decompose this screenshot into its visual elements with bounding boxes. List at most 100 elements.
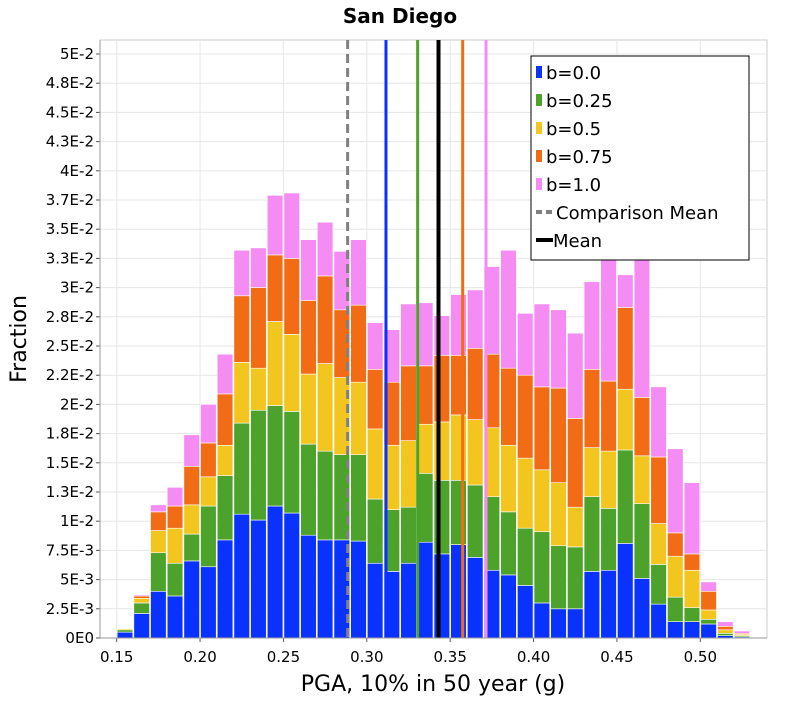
bar-segment bbox=[350, 454, 367, 542]
bar-segment bbox=[366, 562, 384, 639]
bar-segment bbox=[583, 369, 601, 448]
bar-segment bbox=[266, 195, 284, 256]
bar-segment bbox=[650, 523, 667, 565]
bar-segment bbox=[316, 539, 334, 639]
legend-label: b=1.0 bbox=[546, 175, 601, 196]
x-tick-label: 0.25 bbox=[267, 648, 300, 666]
bar-segment bbox=[600, 450, 617, 509]
y-tick-label: 1.5E-2 bbox=[46, 454, 94, 472]
bar-segment bbox=[300, 534, 317, 639]
legend-label: b=0.0 bbox=[546, 63, 601, 84]
y-tick-label: 3E-2 bbox=[60, 279, 94, 297]
y-tick-label: 2.2E-2 bbox=[46, 366, 94, 384]
y-tick-label: 4E-2 bbox=[60, 162, 94, 180]
bar-segment bbox=[433, 315, 450, 356]
bar-segment bbox=[183, 434, 200, 467]
bar-segment bbox=[500, 249, 517, 369]
bar-segment bbox=[216, 539, 234, 639]
bar-segment bbox=[200, 566, 217, 639]
bar-segment bbox=[633, 397, 651, 457]
bar-segment bbox=[316, 363, 334, 452]
bar-segment bbox=[200, 505, 217, 568]
x-tick-label: 0.40 bbox=[517, 648, 550, 666]
bar-segment bbox=[183, 560, 200, 639]
bar-segment bbox=[583, 447, 601, 497]
bar-segment bbox=[333, 251, 350, 311]
mean-lines bbox=[346, 40, 488, 638]
y-tick-label: 2E-2 bbox=[60, 395, 94, 413]
bar-segment bbox=[433, 421, 450, 481]
bar-segment bbox=[200, 442, 217, 478]
bar-segment bbox=[583, 281, 601, 370]
bar-segment bbox=[283, 334, 300, 412]
y-axis-label: Fraction bbox=[7, 295, 32, 383]
bar-segment bbox=[366, 498, 384, 564]
axes: 0E0 2.5E-3 5E-3 7.5E-3 1E-2 1.3E-2 1.5E-2 1.8E-… bbox=[46, 40, 767, 666]
legend-label: b=0.5 bbox=[546, 119, 601, 140]
bar-segment bbox=[517, 585, 534, 639]
bar-segment bbox=[316, 221, 334, 277]
bar-segment bbox=[500, 444, 517, 513]
bar-segment bbox=[700, 619, 717, 625]
bar-segment bbox=[150, 590, 167, 639]
bar-segment bbox=[517, 527, 534, 586]
bar-segment bbox=[617, 449, 634, 544]
bar-segment bbox=[350, 540, 367, 639]
legend-swatch bbox=[536, 66, 542, 78]
bar-segment bbox=[650, 456, 667, 524]
bar-segment bbox=[166, 562, 184, 597]
bar-segment bbox=[200, 404, 217, 444]
bar-segment bbox=[366, 322, 384, 370]
bar-segment bbox=[700, 623, 717, 639]
bar-segment bbox=[700, 581, 717, 592]
bar-segment bbox=[283, 411, 300, 514]
bar-segment bbox=[233, 295, 250, 363]
bar-segment bbox=[467, 289, 484, 349]
legend-swatch bbox=[536, 178, 542, 190]
bar-segment bbox=[533, 303, 551, 388]
bar-segment bbox=[667, 555, 684, 598]
bar-segment bbox=[417, 302, 434, 367]
bar-segment bbox=[650, 386, 667, 458]
bar-segment bbox=[133, 594, 150, 597]
bar-segment bbox=[417, 365, 434, 425]
bar-segment bbox=[633, 251, 651, 398]
bar-segment bbox=[500, 511, 517, 576]
bar-segment bbox=[517, 313, 534, 376]
bar-segment bbox=[617, 307, 634, 390]
bar-segment bbox=[266, 321, 284, 406]
bar-segment bbox=[166, 595, 184, 639]
bar-segment bbox=[567, 332, 584, 419]
x-tick-label: 0.35 bbox=[433, 648, 466, 666]
bar-segment bbox=[633, 503, 651, 579]
x-axis-label: PGA, 10% in 50 year (g) bbox=[301, 672, 565, 697]
bar-segment bbox=[316, 275, 334, 364]
bar-segment bbox=[233, 362, 250, 424]
bar-segment bbox=[133, 602, 150, 614]
bar-segment bbox=[350, 304, 367, 383]
bar-segment bbox=[166, 527, 184, 564]
bar-segment bbox=[266, 505, 284, 639]
bar-segment bbox=[567, 418, 584, 508]
bar-segment bbox=[717, 621, 734, 627]
bar-segment bbox=[216, 475, 234, 541]
bar-segment bbox=[250, 367, 267, 411]
y-tick-label: 3.3E-2 bbox=[46, 249, 94, 267]
bar-segment bbox=[633, 578, 651, 639]
bar-segment bbox=[650, 564, 667, 605]
y-tick-label: 4.3E-2 bbox=[46, 133, 94, 151]
bar-segment bbox=[283, 512, 300, 639]
bar-segment bbox=[583, 571, 601, 639]
legend-label: Comparison Mean bbox=[556, 203, 719, 224]
y-tick-label: 3.5E-2 bbox=[46, 220, 94, 238]
bar-segment bbox=[717, 629, 734, 634]
bar-segment bbox=[200, 476, 217, 507]
y-tick-label: 5E-2 bbox=[60, 45, 94, 63]
x-tick-label: 0.30 bbox=[350, 648, 383, 666]
bar-segment bbox=[266, 254, 284, 322]
x-tick-label: 0.50 bbox=[684, 648, 717, 666]
bar-segment bbox=[433, 553, 450, 639]
bar-segment bbox=[467, 348, 484, 420]
bar-segment bbox=[250, 247, 267, 288]
